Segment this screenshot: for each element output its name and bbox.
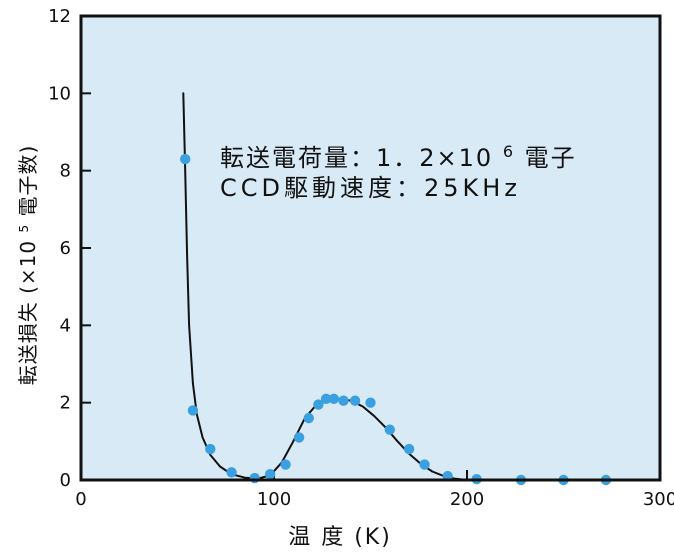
y-axis-title-exponent: 5	[17, 224, 31, 233]
data-point	[403, 443, 415, 455]
data-point	[293, 432, 305, 443]
data-point	[226, 467, 237, 478]
data-point	[349, 395, 361, 406]
annotation-transfer-charge-suffix: 電子	[525, 144, 577, 172]
data-point	[419, 459, 430, 470]
y-axis-title-main: 転送損失 (×10	[16, 240, 40, 385]
y-tick-label: 12	[48, 6, 71, 27]
y-tick-label: 4	[60, 315, 71, 336]
x-tick-label: 300	[643, 489, 674, 510]
data-point	[365, 397, 376, 408]
data-point	[328, 393, 340, 405]
annotation-transfer-charge-exponent: 6	[503, 142, 515, 161]
y-tick-label: 0	[60, 470, 71, 491]
data-point	[280, 459, 291, 470]
data-point	[205, 443, 216, 455]
y-tick-label: 8	[60, 161, 71, 182]
data-point	[313, 399, 324, 410]
y-tick-label: 6	[60, 238, 71, 259]
tick-layer: 0 100 200 300 0 2 4 6 8 10 12	[48, 6, 674, 510]
x-axis-title: 温 度 (K)	[288, 525, 392, 550]
data-point	[384, 424, 396, 435]
x-tick-label: 100	[257, 489, 291, 510]
y-tick-label: 10	[48, 83, 71, 104]
annotation-ccd-speed: CCD駆動速度：25KHz	[220, 174, 521, 202]
points-layer	[180, 153, 612, 486]
y-axis-title: 転送損失 (×10 5 電子数)	[16, 145, 40, 386]
data-point	[187, 405, 199, 416]
data-point	[180, 153, 191, 165]
x-tick-label: 0	[75, 489, 86, 510]
data-point	[303, 412, 314, 424]
annotation-transfer-charge: 転送電荷量：1．2×10 6 電子	[220, 142, 577, 173]
annotation-transfer-charge-text: 転送電荷量：1．2×10	[220, 144, 493, 172]
plot-frame	[79, 14, 662, 482]
y-axis-title-suffix: 電子数)	[16, 145, 40, 217]
y-tick-label: 2	[60, 393, 71, 414]
data-point	[264, 469, 276, 480]
x-tick-label: 200	[450, 489, 484, 510]
data-point	[338, 395, 349, 406]
plot-background	[81, 16, 660, 480]
